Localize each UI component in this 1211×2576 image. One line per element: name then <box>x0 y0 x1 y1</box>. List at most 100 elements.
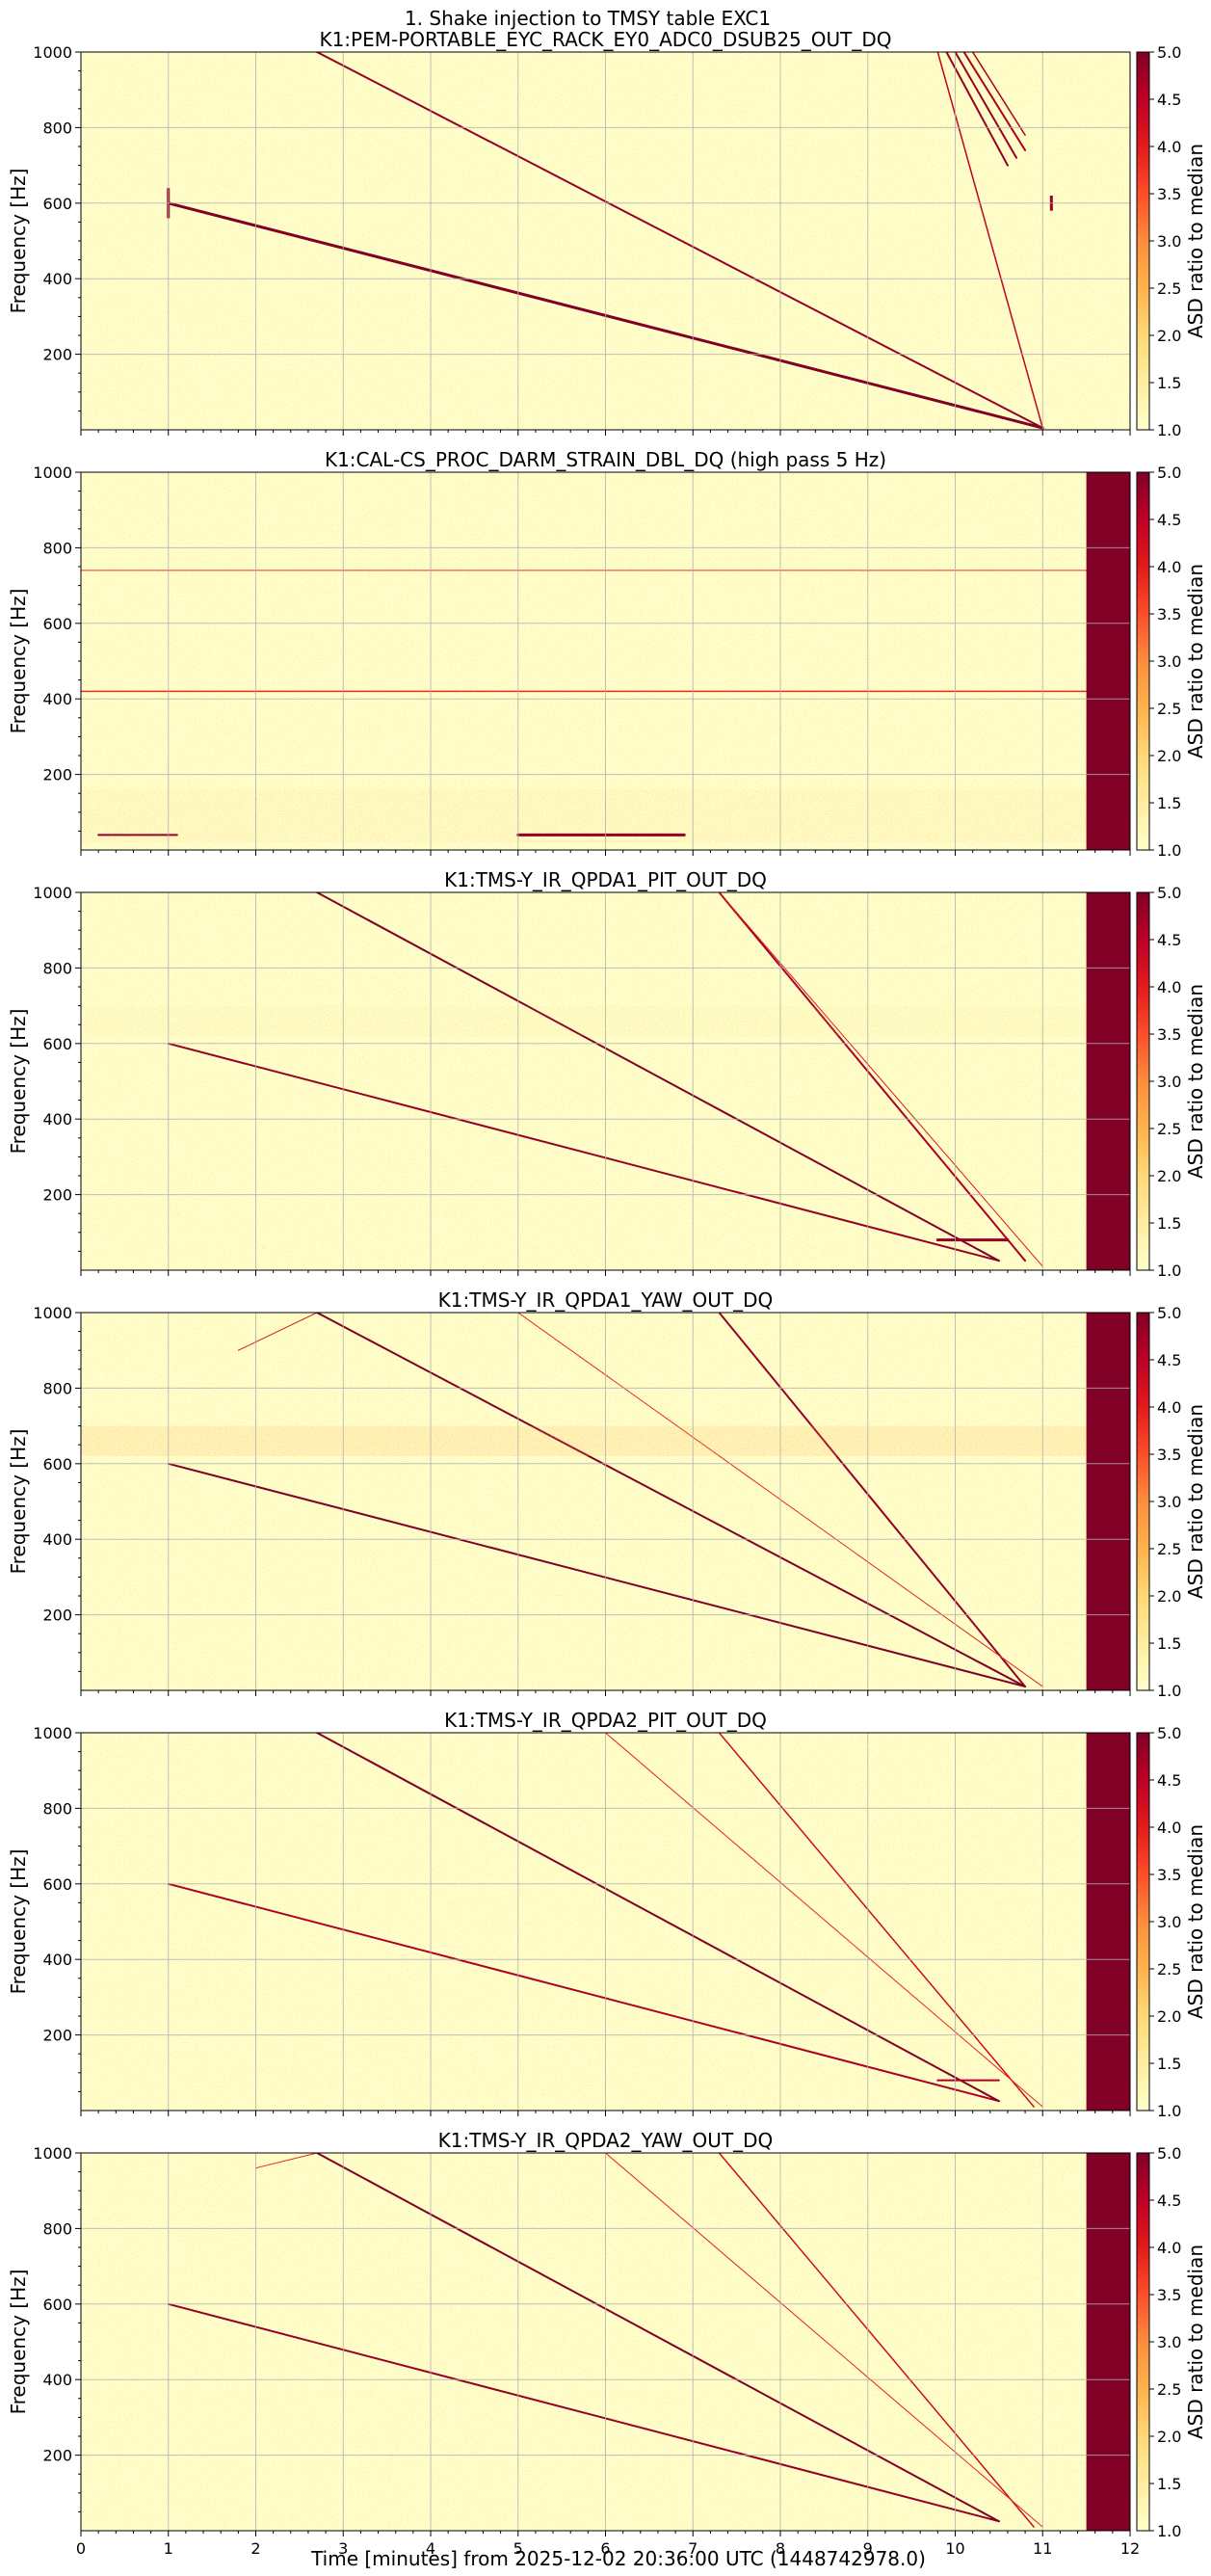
y-tick-label: 400 <box>42 2371 72 2389</box>
colorbar-tick-label: 3.5 <box>1157 2286 1181 2304</box>
colorbar-tick-label: 2.5 <box>1157 1960 1181 1978</box>
colorbar-tick-label: 1.5 <box>1157 2475 1181 2493</box>
y-tick-label: 600 <box>42 195 72 213</box>
colorbar-tick-label: 2.0 <box>1157 747 1181 765</box>
y-tick-label: 800 <box>42 959 72 977</box>
colorbar: 1.0 1.5 2.0 2.5 3.0 3.5 4.0 4.5 5.0 ASD ratio to … <box>1136 1724 1207 2120</box>
spectral-line <box>316 52 1044 430</box>
colorbar-tick-label: 4.5 <box>1157 511 1181 529</box>
colorbar-tick-label: 3.0 <box>1157 1913 1181 1931</box>
panel-title: K1:TMS-Y_IR_QPDA1_YAW_OUT_DQ <box>438 1288 774 1312</box>
colorbar-label: ASD ratio to median <box>1184 564 1207 758</box>
colorbar: 1.0 1.5 2.0 2.5 3.0 3.5 4.0 4.5 5.0 ASD ratio to … <box>1136 884 1207 1280</box>
colorbar-tick-label: 1.0 <box>1157 1682 1181 1700</box>
colorbar-tick-label: 2.0 <box>1157 2007 1181 2026</box>
frequency-band <box>81 1425 1087 1456</box>
x-axis-label: Time [minutes] from 2025-12-02 20:36:00 … <box>310 2547 926 2570</box>
colorbar-tick-label: 1.0 <box>1157 2522 1181 2540</box>
colorbar-tick-label: 3.0 <box>1157 2333 1181 2351</box>
x-tick-label: 2 <box>250 2539 260 2558</box>
y-tick-label: 600 <box>42 1035 72 1053</box>
y-tick-label: 800 <box>42 539 72 557</box>
colorbar-tick-label: 4.5 <box>1157 91 1181 109</box>
colorbar: 1.0 1.5 2.0 2.5 3.0 3.5 4.0 4.5 5.0 ASD ratio to … <box>1136 43 1207 439</box>
ticks: 200 400 600 800 1000 <box>33 884 1131 1276</box>
colorbar-tick-label: 4.5 <box>1157 931 1181 949</box>
y-tick-label: 200 <box>42 2447 72 2465</box>
colorbar-scale <box>1136 471 1150 851</box>
colorbar-tick-label: 5.0 <box>1157 1724 1181 1742</box>
frequency-band-tint <box>81 1005 1087 1036</box>
colorbar-tick-label: 1.0 <box>1157 841 1181 860</box>
y-tick-label: 400 <box>42 690 72 708</box>
colorbar-tick-label: 1.0 <box>1157 1261 1181 1280</box>
colorbar-tick-label: 1.5 <box>1157 2055 1181 2073</box>
y-tick-label: 1000 <box>33 2144 72 2163</box>
colorbar-tick-label: 2.5 <box>1157 2380 1181 2399</box>
panel-features <box>81 892 1130 1270</box>
colorbar: 1.0 1.5 2.0 2.5 3.0 3.5 4.0 4.5 5.0 ASD ratio to … <box>1136 2144 1207 2540</box>
colorbar-scale <box>1136 891 1150 1271</box>
panel-5: 200 400 600 800 1000 K1:TMS-Y_IR_QPDA2_PIT_OU… <box>7 1709 1207 2120</box>
panel-title: K1:TMS-Y_IR_QPDA2_PIT_OUT_DQ <box>444 1709 767 1732</box>
x-tick-label: 9 <box>863 2539 873 2558</box>
grid <box>81 1313 1130 1690</box>
grid <box>81 52 1130 430</box>
y-axis-label: Frequency [Hz] <box>7 169 30 314</box>
ticks: 200 400 600 800 1000 <box>33 43 1131 436</box>
y-tick-label: 600 <box>42 615 72 633</box>
spectral-line <box>167 1462 1027 1688</box>
colorbar: 1.0 1.5 2.0 2.5 3.0 3.5 4.0 4.5 5.0 ASD ratio to … <box>1136 464 1207 860</box>
x-tick-label: 1 <box>164 2539 173 2558</box>
colorbar-tick-label: 4.0 <box>1157 978 1181 996</box>
spectral-line <box>718 1733 1035 2108</box>
y-tick-label: 800 <box>42 119 72 137</box>
colorbar-label: ASD ratio to median <box>1184 984 1207 1179</box>
colorbar-label: ASD ratio to median <box>1184 1824 1207 2019</box>
colorbar-tick-label: 3.5 <box>1157 1025 1181 1044</box>
colorbar-scale <box>1136 51 1150 431</box>
y-tick-label: 200 <box>42 1186 72 1205</box>
y-tick-label: 400 <box>42 1110 72 1129</box>
y-tick-label: 200 <box>42 346 72 364</box>
spectral-line <box>167 1882 1000 2103</box>
colorbar-tick-label: 4.0 <box>1157 138 1181 156</box>
x-tick-label: 4 <box>426 2539 435 2558</box>
colorbar-tick-label: 2.5 <box>1157 1540 1181 1558</box>
colorbar-tick-label: 5.0 <box>1157 884 1181 902</box>
colorbar-tick-label: 4.5 <box>1157 1351 1181 1369</box>
y-tick-label: 400 <box>42 270 72 288</box>
colorbar-tick-label: 3.5 <box>1157 1866 1181 1884</box>
panel-title: K1:TMS-Y_IR_QPDA1_PIT_OUT_DQ <box>444 868 767 891</box>
ticks: 200 400 600 800 1000 <box>33 1304 1131 1696</box>
colorbar-tick-label: 4.0 <box>1157 2239 1181 2257</box>
colorbar-tick-label: 5.0 <box>1157 464 1181 482</box>
colorbar-tick-label: 3.5 <box>1157 605 1181 624</box>
x-tick-label: 11 <box>1033 2539 1052 2558</box>
x-tick-label: 7 <box>688 2539 698 2558</box>
colorbar-tick-label: 4.0 <box>1157 1398 1181 1417</box>
panel-4: 200 400 600 800 1000 K1:TMS-Y_IR_QPDA1_YAW_OU… <box>7 1288 1207 1700</box>
colorbar-tick-label: 1.5 <box>1157 1214 1181 1233</box>
y-axis-label: Frequency [Hz] <box>7 2270 30 2415</box>
y-axis-label: Frequency [Hz] <box>7 1429 30 1575</box>
colorbar-tick-label: 3.5 <box>1157 1446 1181 1464</box>
saturated-region <box>1086 472 1130 850</box>
panel-features <box>167 1733 1130 2111</box>
spectral-line <box>605 1733 1043 2108</box>
spectral-line <box>971 52 1026 136</box>
colorbar-tick-label: 3.0 <box>1157 232 1181 251</box>
saturated-region <box>1086 1733 1130 2111</box>
spectral-line <box>954 52 1018 159</box>
colorbar-tick-label: 2.0 <box>1157 327 1181 345</box>
colorbar-tick-label: 2.5 <box>1157 700 1181 718</box>
spectral-line <box>718 892 1043 1267</box>
y-tick-label: 1000 <box>33 1724 72 1742</box>
colorbar-tick-label: 4.5 <box>1157 2191 1181 2210</box>
colorbar-tick-label: 1.0 <box>1157 2102 1181 2120</box>
colorbar-label: ASD ratio to median <box>1184 1404 1207 1599</box>
colorbar-scale <box>1136 1732 1150 2111</box>
